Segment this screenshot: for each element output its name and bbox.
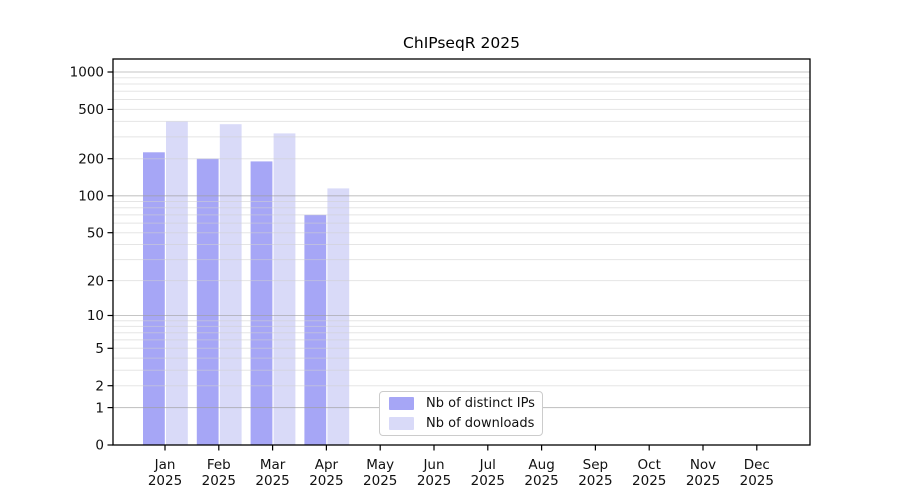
bar-apr-s0 [304, 214, 327, 445]
x-tick-label-month: Nov [690, 457, 716, 473]
legend: Nb of distinct IPs Nb of downloads [379, 391, 543, 436]
bar-apr-s1 [327, 188, 350, 445]
y-tick-label: 50 [87, 225, 104, 241]
x-tick-label-month: Dec [744, 457, 770, 473]
axis-frame [112, 58, 811, 446]
x-tick-label-year: 2025 [524, 473, 558, 489]
x-tick-label-year: 2025 [632, 473, 666, 489]
y-tick-label: 200 [78, 151, 104, 167]
x-tick-label-month: Feb [207, 457, 231, 473]
x-tick-label-month: May [366, 457, 394, 473]
x-tick-label-month: Oct [638, 457, 661, 473]
y-tick-label: 1000 [70, 65, 104, 81]
x-tick-label-month: Mar [260, 457, 286, 473]
bar-mar-s0 [250, 161, 273, 445]
legend-item-downloads: Nb of downloads [389, 414, 536, 433]
x-tick-label-year: 2025 [148, 473, 182, 489]
chart-title: ChIPseqR 2025 [403, 34, 520, 52]
x-tick-label-year: 2025 [686, 473, 720, 489]
x-tick-label-year: 2025 [417, 473, 451, 489]
y-tick-label: 0 [95, 438, 104, 454]
bar-feb-s0 [196, 158, 219, 445]
bar-mar-s1 [273, 133, 296, 445]
bar-feb-s1 [219, 124, 242, 445]
y-tick-label: 10 [87, 308, 104, 324]
x-tick-label-year: 2025 [578, 473, 612, 489]
y-tick-label: 20 [87, 273, 104, 289]
x-tick-label-month: Sep [583, 457, 608, 473]
legend-swatch-distinct-ips [389, 397, 414, 410]
legend-item-distinct-ips: Nb of distinct IPs [389, 394, 536, 413]
legend-swatch-downloads [389, 417, 414, 430]
x-tick-label-year: 2025 [363, 473, 397, 489]
x-tick-label-month: Jan [154, 457, 176, 473]
x-tick-label-month: Aug [528, 457, 554, 473]
x-tick-label-year: 2025 [471, 473, 505, 489]
y-tick-label: 500 [78, 102, 104, 118]
y-tick-label: 2 [95, 378, 104, 394]
bar-jan-s0 [143, 152, 165, 446]
y-tick-label: 1 [95, 400, 104, 416]
legend-label-distinct-ips: Nb of distinct IPs [426, 396, 535, 411]
x-tick-label-year: 2025 [202, 473, 236, 489]
legend-label-downloads: Nb of downloads [426, 416, 535, 431]
x-tick-label-year: 2025 [255, 473, 289, 489]
y-tick-label: 5 [95, 341, 104, 357]
x-tick-label-year: 2025 [309, 473, 343, 489]
x-tick-label-month: Jul [479, 457, 496, 473]
y-tick-label: 100 [78, 189, 104, 205]
x-tick-label-month: Jun [422, 457, 444, 473]
x-tick-label-month: Apr [315, 457, 339, 473]
bar-jan-s1 [166, 121, 188, 446]
x-tick-label-year: 2025 [740, 473, 774, 489]
